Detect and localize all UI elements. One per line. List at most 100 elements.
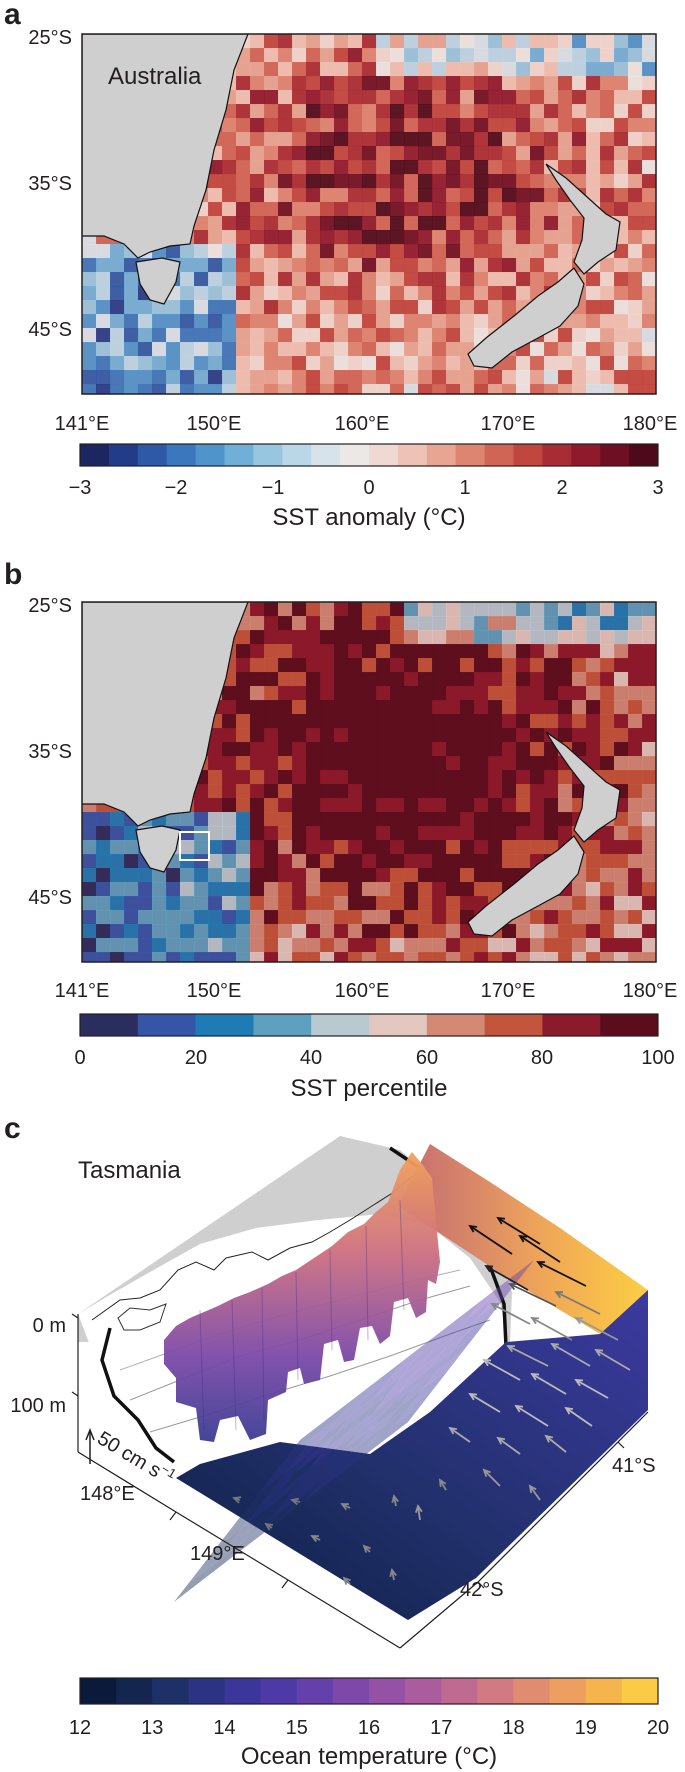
panel-b-cell-474	[404, 756, 419, 771]
panel-b-cell-224	[348, 672, 363, 687]
panel-a-cell-387	[334, 160, 349, 175]
panel-c-colorbar-label: Ocean temperature (°C)	[241, 1743, 497, 1770]
panel-a-cell-647	[530, 244, 545, 259]
panel-a-cell-946	[124, 356, 139, 371]
panel-c-grid-tile-60	[358, 1408, 398, 1446]
panel-b-cell-439	[488, 742, 503, 757]
panel-b-cell-949	[166, 924, 181, 939]
panel-b-cell-391	[390, 728, 405, 743]
panel-a-cell-993	[208, 370, 223, 385]
panel-a-cell-382	[264, 160, 279, 175]
panel-b-cell-964	[376, 924, 391, 939]
panel-a-label: a	[4, 0, 21, 31]
panel-b-cell-280	[558, 686, 573, 701]
panel-b-colorbar-swatch-4	[311, 1014, 370, 1036]
panel-a-cell-428	[334, 174, 349, 189]
panel-b-colorbar-swatch-6	[426, 1014, 486, 1036]
panel-b-label: b	[4, 558, 22, 591]
panel-a-cell-222	[320, 104, 335, 119]
panel-c-grid-tile-64	[214, 1526, 254, 1564]
panel-a-cell-385	[306, 160, 321, 175]
panel-a-cell-33	[544, 34, 559, 49]
panel-a-cell-594	[362, 230, 377, 245]
panel-a-cell-78	[600, 48, 615, 63]
panel-b-lat-25: 25°S	[28, 595, 72, 617]
panel-a-cell-954	[236, 356, 251, 371]
panel-a-cell-30	[502, 34, 517, 49]
panel-b-cell-870	[208, 896, 223, 911]
panel-b-cell-523	[516, 770, 531, 785]
panel-a-cell-227	[390, 104, 405, 119]
panel-b-cell-936	[558, 910, 573, 925]
panel-b-cell-175	[236, 658, 251, 673]
panel-a-cell-750	[250, 286, 265, 301]
panel-c-grid-tile-44	[438, 1332, 478, 1370]
panel-a-cell-74	[544, 48, 559, 63]
panel-b-cell-231	[446, 672, 461, 687]
panel-b-cell-199	[572, 658, 587, 673]
panel-b-cell-672	[306, 826, 321, 841]
panel-b-cell-15	[292, 602, 307, 617]
panel-a-cell-283	[600, 118, 615, 133]
panel-c-velocity-arrow-18	[565, 1407, 593, 1427]
panel-c-velocity-arrowhead-0	[468, 1224, 478, 1233]
panel-a-cell-687	[516, 258, 531, 273]
panel-b-cell-491	[642, 756, 656, 771]
panel-b-cell-862	[96, 896, 111, 911]
panel-b-cell-565	[530, 784, 545, 799]
panel-c-velocity-arrowhead-5	[508, 1283, 518, 1291]
panel-a-cell-555	[390, 216, 405, 231]
panel-b-cell-555	[390, 784, 405, 799]
panel-b-cell-367	[628, 714, 643, 729]
panel-a-cell-93	[236, 62, 251, 77]
panel-b-cell-591	[320, 798, 335, 813]
panel-b-cell-642	[460, 812, 475, 827]
panel-c-velocity-arrowhead-33	[389, 1567, 397, 1578]
panel-b-cell-514	[390, 770, 405, 785]
panel-a-cell-107	[432, 62, 447, 77]
panel-b-cell-463	[250, 756, 265, 771]
panel-c-colorbar-swatch-2	[152, 1678, 189, 1704]
panel-a-cell-982	[628, 356, 643, 371]
panel-b-cell-808	[488, 868, 503, 883]
panel-b-cell-510	[334, 770, 349, 785]
panel-b-cell-834	[278, 882, 293, 897]
panel-c-velocity-arrowhead-27	[340, 1503, 350, 1511]
panel-b-cell-643	[474, 812, 489, 827]
panel-b-cell-816	[600, 868, 615, 883]
panel-b-cell-312	[432, 700, 447, 715]
panel-a-cell-1036	[236, 384, 251, 394]
panel-c-3d-view: Tasmania 0 m 100 m 148°E 149°E 42°S 41°S…	[10, 1136, 656, 1649]
panel-a-cell-712	[292, 272, 307, 287]
panel-a-cell-679	[404, 258, 419, 273]
panel-c-velocity-arrowhead-21	[544, 1434, 554, 1443]
panel-b-cell-798	[348, 868, 363, 883]
panel-a-cell-103	[376, 62, 391, 77]
panel-a-cell-676	[362, 258, 377, 273]
panel-c-grid-tile-67	[292, 1466, 332, 1504]
panel-a-cell-595	[376, 230, 391, 245]
panel-b-cell-754	[306, 854, 321, 869]
panel-a-cell-727	[502, 272, 517, 287]
panel-b-cell-675	[348, 826, 363, 841]
panel-b-cell-558	[432, 784, 447, 799]
panel-b-cell-317	[502, 700, 517, 715]
panel-b-cell-120	[614, 630, 629, 645]
panel-b-cell-874	[264, 896, 279, 911]
panel-b-cell-139	[306, 644, 321, 659]
panel-b-cell-906	[138, 910, 153, 925]
panel-b-cell-1038	[264, 952, 279, 962]
panel-a-cell-915	[264, 342, 279, 357]
panel-b-cell-320	[544, 700, 559, 715]
panel-b-cell-635	[362, 812, 377, 827]
panel-a-cell-473	[390, 188, 405, 203]
panel-a-cell-27	[460, 34, 475, 49]
panel-a-cell-517	[432, 202, 447, 217]
panel-b-cell-71	[502, 616, 517, 631]
panel-a-cell-425	[292, 174, 307, 189]
panel-b-cell-77	[586, 616, 601, 631]
panel-a-cell-1044	[348, 384, 363, 394]
panel-a-cell-450	[642, 174, 656, 189]
panel-b-cell-190	[446, 658, 461, 673]
panel-a-cell-986	[110, 370, 125, 385]
